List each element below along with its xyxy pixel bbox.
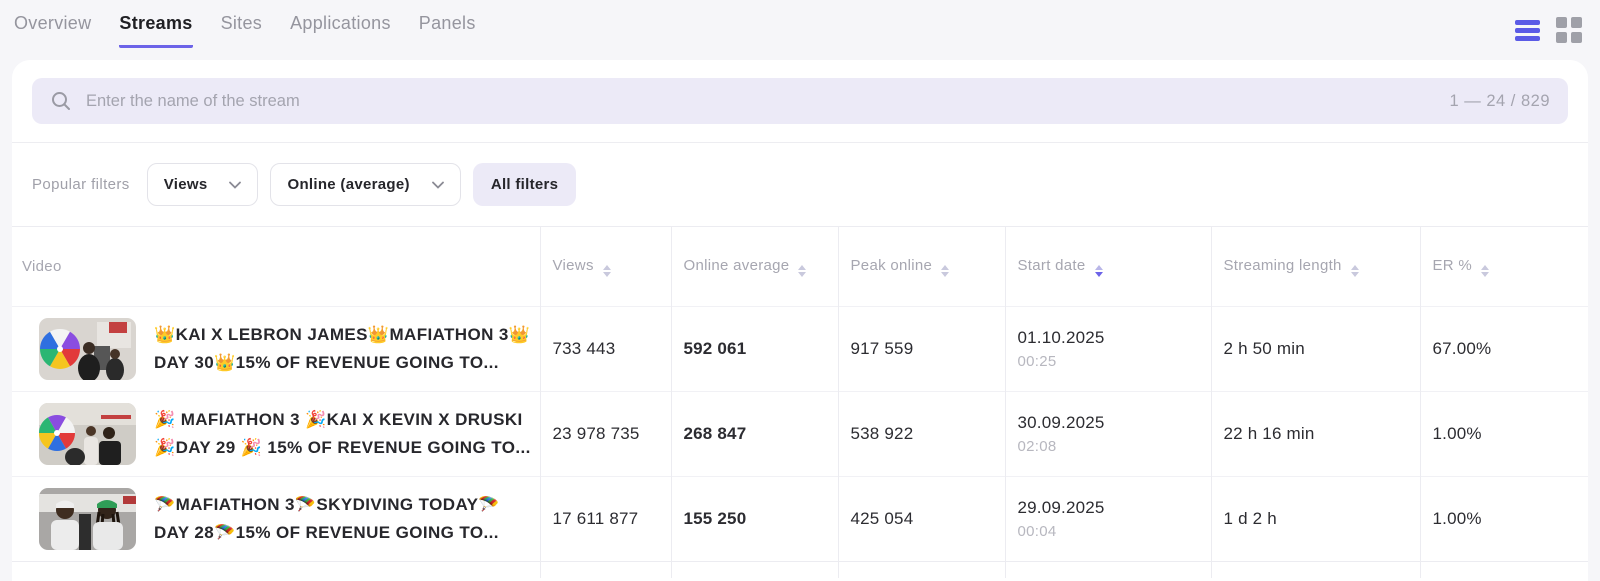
online-average-cell: 268 847 [670, 391, 838, 477]
online-average-cell: 592 061 [670, 306, 838, 392]
online-average-filter-label: Online (average) [287, 176, 410, 193]
tab-streams[interactable]: Streams [119, 13, 193, 48]
tab-applications[interactable]: Applications [290, 13, 391, 33]
column-label: ER % [1432, 256, 1473, 274]
streams-table: Video Views Online average Peak online S… [12, 226, 1588, 578]
main-tabs: Overview Streams Sites Applications Pane… [14, 13, 476, 48]
table-row: 👑KAI X LEBRON JAMES👑MAFIATHON 3👑 DAY 30👑… [12, 306, 1588, 392]
table-row: 🎉 MAFIATHON 3 🎉KAI X KEVIN X DRUSKI 🎉DAY… [12, 391, 1588, 477]
video-title[interactable]: 🎉 MAFIATHON 3 🎉KAI X KEVIN X DRUSKI 🎉DAY… [154, 410, 531, 457]
start-time: 00:25 [1017, 353, 1057, 370]
er-cell: 1.00% [1419, 476, 1588, 562]
list-view-icon[interactable] [1515, 19, 1540, 41]
online-average-filter-dropdown[interactable]: Online (average) [270, 163, 461, 206]
start-date: 01.10.2025 [1017, 328, 1105, 347]
top-navigation: Overview Streams Sites Applications Pane… [0, 0, 1600, 60]
tab-panels[interactable]: Panels [418, 13, 476, 33]
column-label: Online average [683, 256, 790, 274]
video-title[interactable]: 🪂MAFIATHON 3🪂SKYDIVING TODAY🪂 DAY 28🪂15%… [154, 495, 500, 542]
popular-filters-label: Popular filters [32, 176, 130, 193]
tab-overview[interactable]: Overview [14, 13, 92, 33]
streaming-length-cell: 1 d 2 h [1210, 476, 1420, 562]
column-label: Video [22, 258, 62, 275]
video-title[interactable]: 👑KAI X LEBRON JAMES👑MAFIATHON 3👑 DAY 30👑… [154, 325, 531, 372]
sort-icon [602, 264, 611, 277]
sort-icon-active-desc [1094, 264, 1103, 277]
column-header-video: Video [12, 227, 540, 307]
column-header-streaming-length[interactable]: Streaming length [1210, 226, 1420, 307]
start-date-cell: 01.10.2025 00:25 [1004, 306, 1211, 392]
sort-icon [941, 264, 950, 277]
er-cell: 67.00% [1419, 306, 1588, 392]
result-range: 1 — 24 / 829 [1449, 91, 1550, 110]
views-cell: 17 611 877 [539, 476, 671, 562]
streams-panel: 1 — 24 / 829 Popular filters Views Onlin… [12, 60, 1588, 581]
views-cell: 23 978 735 [539, 391, 671, 477]
column-label: Peak online [850, 256, 933, 274]
er-cell: 1.00% [1419, 391, 1588, 477]
sort-icon [1350, 264, 1359, 277]
start-time: 00:04 [1017, 523, 1057, 540]
peak-online-cell: 425 054 [837, 476, 1005, 562]
column-label: Views [552, 256, 594, 274]
start-date-cell: 30.09.2025 02:08 [1004, 391, 1211, 477]
views-filter-dropdown[interactable]: Views [146, 163, 259, 206]
chevron-down-icon [431, 181, 444, 189]
sort-icon [798, 264, 807, 277]
streaming-length-cell: 2 h 50 min [1210, 306, 1420, 392]
peak-online-cell: 917 559 [837, 306, 1005, 392]
start-date: 29.09.2025 [1017, 498, 1105, 517]
table-row: 🪂MAFIATHON 3🪂SKYDIVING TODAY🪂 DAY 28🪂15%… [12, 476, 1588, 562]
sort-icon [1481, 264, 1490, 277]
video-thumbnail[interactable] [39, 488, 136, 550]
column-label: Streaming length [1223, 256, 1342, 274]
peak-online-cell: 538 922 [837, 391, 1005, 477]
table-row-partial [12, 561, 1588, 578]
start-date: 30.09.2025 [1017, 413, 1105, 432]
view-toggle [1515, 17, 1582, 43]
all-filters-button[interactable]: All filters [472, 163, 577, 206]
table-header-row: Video Views Online average Peak online S… [12, 226, 1588, 307]
stream-search-bar[interactable]: 1 — 24 / 829 [32, 78, 1568, 124]
column-header-online-average[interactable]: Online average [670, 226, 838, 307]
streaming-length-cell: 22 h 16 min [1210, 391, 1420, 477]
search-section: 1 — 24 / 829 [12, 60, 1588, 143]
search-input[interactable] [86, 91, 1450, 111]
video-thumbnail[interactable] [39, 403, 136, 465]
online-average-cell: 155 250 [670, 476, 838, 562]
column-header-peak-online[interactable]: Peak online [837, 226, 1005, 307]
column-header-er[interactable]: ER % [1419, 226, 1588, 307]
column-header-views[interactable]: Views [539, 226, 671, 307]
views-filter-label: Views [163, 176, 208, 193]
tab-sites[interactable]: Sites [220, 13, 263, 33]
search-icon [52, 92, 70, 110]
video-thumbnail[interactable] [39, 318, 136, 380]
column-header-start-date[interactable]: Start date [1004, 226, 1211, 307]
start-date-cell: 29.09.2025 00:04 [1004, 476, 1211, 562]
start-time: 02:08 [1017, 438, 1057, 455]
chevron-down-icon [229, 181, 242, 189]
filters-row: Popular filters Views Online (average) A… [12, 143, 1588, 226]
views-cell: 733 443 [539, 306, 671, 392]
grid-view-icon[interactable] [1556, 17, 1582, 43]
column-label: Start date [1017, 256, 1086, 274]
